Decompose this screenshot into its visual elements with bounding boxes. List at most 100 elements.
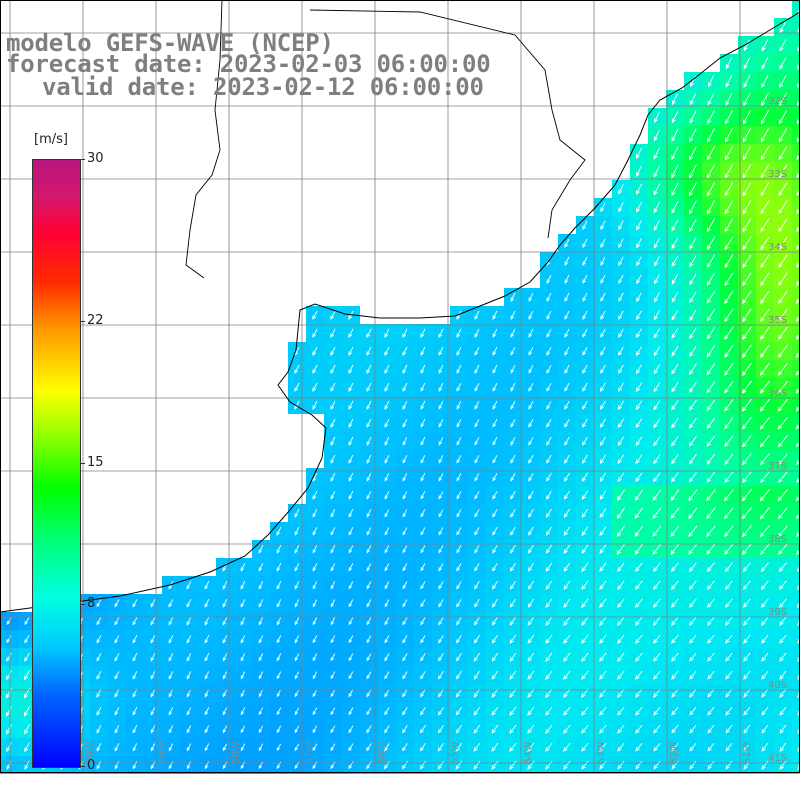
wind-arrow xyxy=(473,634,480,644)
longitude-label: 56W xyxy=(377,741,388,764)
wind-arrow xyxy=(204,707,210,716)
wind-arrow xyxy=(779,616,787,626)
wind-arrow xyxy=(366,617,372,626)
wind-arrow xyxy=(96,653,102,662)
wind-arrow xyxy=(653,472,661,483)
wind-arrow xyxy=(240,725,246,734)
wind-arrow xyxy=(366,454,372,464)
wind-arrow xyxy=(564,328,570,338)
wind-cell xyxy=(792,198,800,216)
wind-arrow xyxy=(402,671,408,680)
wind-arrow xyxy=(366,527,372,536)
wind-arrow xyxy=(672,93,678,106)
longitude-label: 55W xyxy=(450,741,461,764)
wind-arrow xyxy=(581,526,589,537)
wind-arrow xyxy=(312,635,318,644)
wind-arrow xyxy=(634,507,644,519)
wind-arrow xyxy=(564,256,570,266)
wind-arrow xyxy=(384,473,390,482)
wind-arrow xyxy=(653,382,661,393)
wind-arrow xyxy=(564,418,570,428)
wind-arrow xyxy=(6,724,12,735)
wind-arrow xyxy=(240,581,246,590)
wind-arrow xyxy=(204,671,210,680)
wind-arrow xyxy=(510,292,516,302)
wind-arrow xyxy=(168,635,174,644)
wind-arrow xyxy=(276,599,282,608)
wind-arrow xyxy=(671,364,679,375)
wind-arrow xyxy=(778,182,788,197)
wind-arrow xyxy=(545,580,553,590)
wind-arrow xyxy=(653,310,660,321)
wind-arrow xyxy=(600,382,606,392)
wind-arrow xyxy=(724,236,734,251)
wind-arrow xyxy=(402,617,408,626)
wind-arrow xyxy=(186,689,192,698)
wind-arrow xyxy=(456,455,462,464)
wind-arrow xyxy=(456,382,462,392)
wind-arrow xyxy=(132,743,138,752)
wind-arrow xyxy=(725,652,733,662)
wind-arrow xyxy=(777,489,789,502)
wind-arrow xyxy=(492,562,498,572)
wind-arrow xyxy=(528,400,534,410)
wind-arrow xyxy=(24,742,30,753)
wind-arrow xyxy=(168,653,174,662)
wind-arrow xyxy=(474,346,480,356)
wind-arrow xyxy=(528,526,534,536)
wind-arrow xyxy=(509,616,517,626)
wind-arrow xyxy=(635,634,643,644)
wind-arrow xyxy=(581,634,589,644)
wind-arrow xyxy=(402,418,408,428)
wind-arrow xyxy=(456,509,462,518)
wind-arrow xyxy=(420,509,426,518)
wind-arrow xyxy=(438,364,444,374)
wind-arrow xyxy=(760,200,770,215)
wind-arrow xyxy=(706,453,716,465)
wind-arrow xyxy=(743,724,751,734)
wind-arrow xyxy=(455,742,463,752)
wind-arrow xyxy=(724,543,734,556)
wind-arrow xyxy=(742,435,752,448)
wind-arrow xyxy=(707,146,715,161)
wind-arrow xyxy=(402,707,408,716)
wind-arrow xyxy=(600,346,606,356)
wind-arrow xyxy=(294,725,300,734)
wind-arrow xyxy=(420,400,426,410)
wind-arrow xyxy=(653,165,661,178)
wind-arrow xyxy=(760,182,770,197)
wind-arrow xyxy=(706,218,716,233)
wind-arrow xyxy=(330,418,336,428)
wind-arrow xyxy=(366,473,372,482)
wind-arrow xyxy=(384,364,390,375)
wind-cell xyxy=(792,684,800,702)
wind-arrow xyxy=(510,526,516,536)
wind-cell xyxy=(792,0,800,18)
wind-arrow xyxy=(258,671,264,680)
wind-arrow xyxy=(688,399,697,411)
wind-arrow xyxy=(635,400,643,411)
wind-arrow xyxy=(671,454,679,465)
wind-cell xyxy=(792,234,800,252)
wind-cell xyxy=(792,54,800,72)
wind-arrow xyxy=(671,146,679,161)
wind-arrows xyxy=(5,9,800,771)
wind-arrow xyxy=(635,598,643,609)
wind-arrow xyxy=(617,562,625,573)
wind-arrow xyxy=(599,562,607,573)
wind-arrow xyxy=(742,218,752,233)
wind-arrow xyxy=(581,580,589,591)
wind-arrow xyxy=(671,345,679,357)
wind-arrow xyxy=(473,724,481,734)
wind-arrow xyxy=(330,635,336,644)
wind-arrow xyxy=(312,328,318,338)
wind-arrow xyxy=(652,489,662,502)
wind-arrow xyxy=(635,742,643,752)
wind-arrow xyxy=(276,653,282,662)
wind-arrow xyxy=(689,761,697,770)
wind-arrow xyxy=(276,635,282,644)
wind-arrow xyxy=(366,364,372,375)
wind-arrow xyxy=(779,670,787,680)
wind-arrow xyxy=(384,509,390,518)
longitude-label: 53W xyxy=(596,741,607,764)
